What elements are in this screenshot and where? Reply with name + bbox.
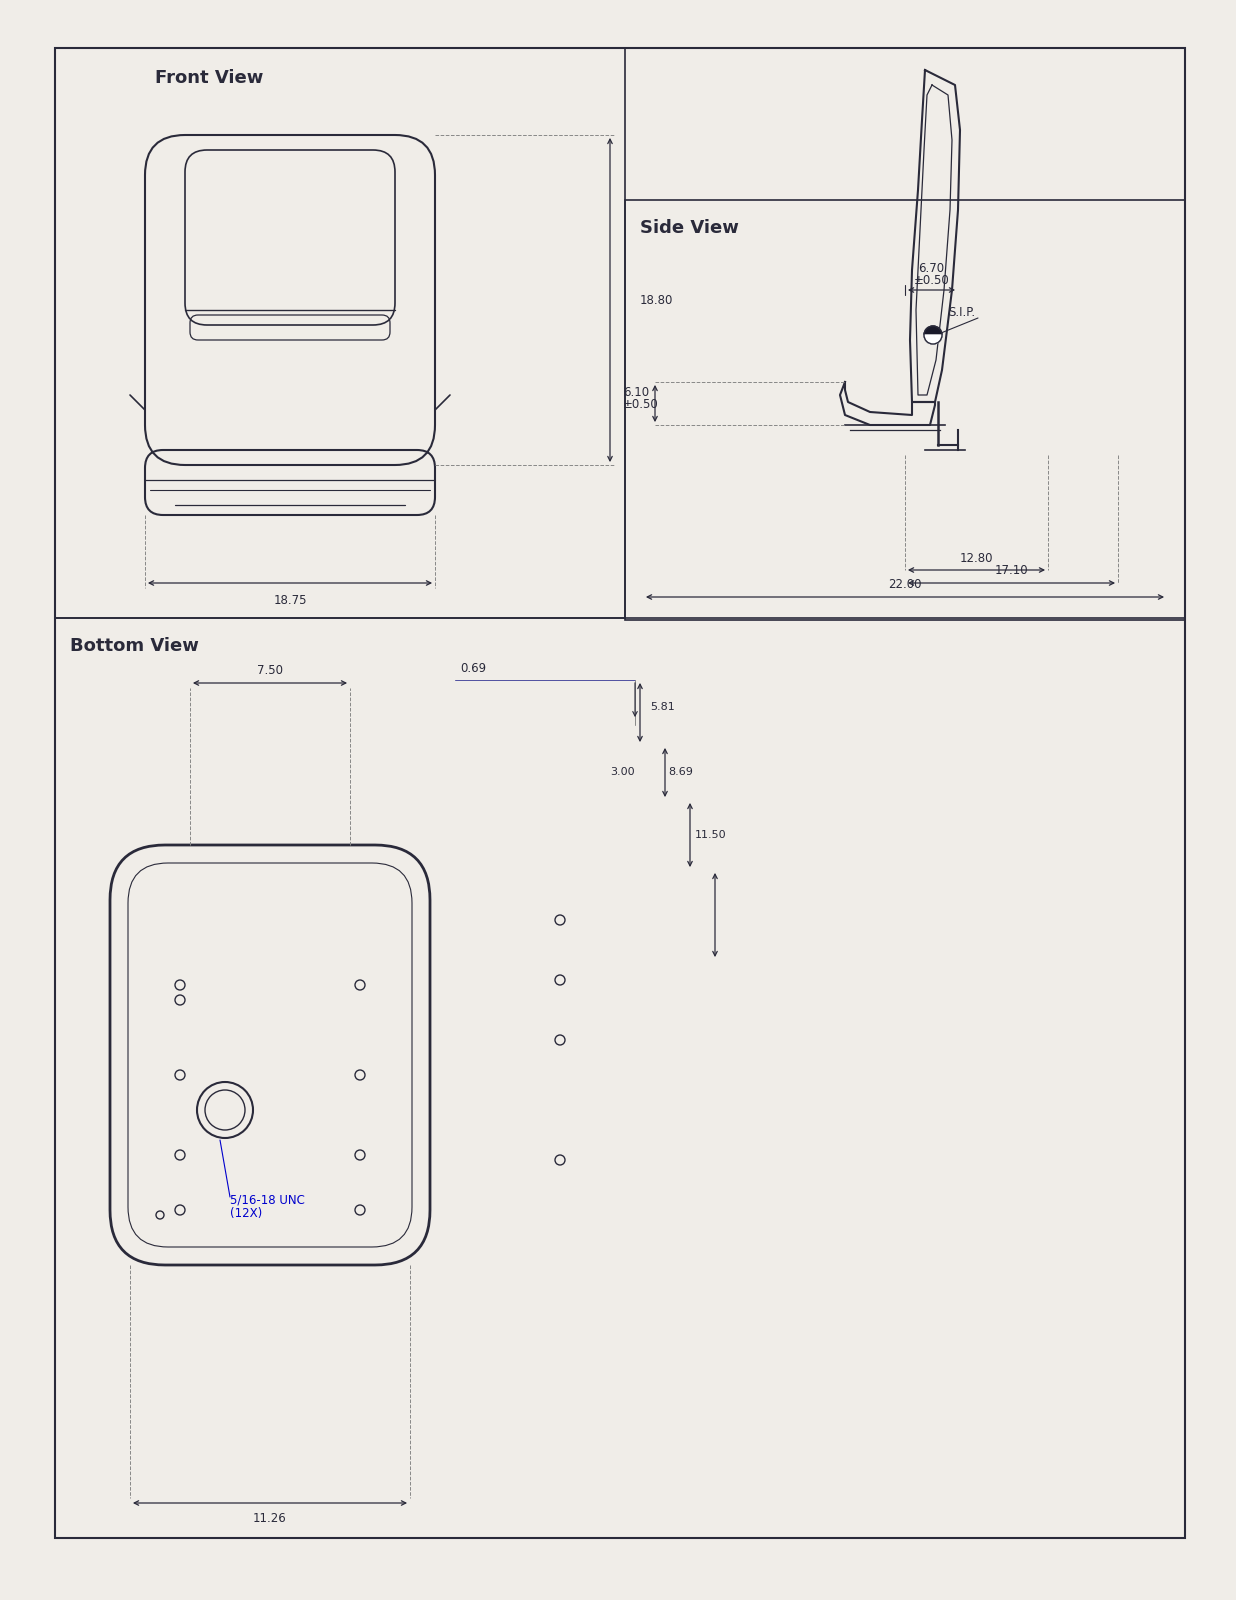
- Text: 18.75: 18.75: [273, 595, 307, 608]
- Text: S.I.P.: S.I.P.: [948, 306, 975, 318]
- Wedge shape: [925, 334, 942, 344]
- Text: 3.00: 3.00: [611, 766, 635, 778]
- Bar: [54, 48, 625, 618]
- Bar: [625, 200, 1185, 619]
- Text: 7.50: 7.50: [257, 664, 283, 677]
- Text: 5.81: 5.81: [650, 702, 675, 712]
- Text: 11.50: 11.50: [695, 830, 727, 840]
- Text: Side View: Side View: [640, 219, 739, 237]
- Text: ±0.50: ±0.50: [913, 274, 949, 286]
- Text: 22.00: 22.00: [889, 579, 922, 592]
- Bar: [54, 618, 1185, 1538]
- Text: 6.70: 6.70: [918, 261, 944, 275]
- Text: 6.10: 6.10: [623, 386, 649, 398]
- Text: 8.69: 8.69: [667, 766, 693, 778]
- Text: 18.80: 18.80: [640, 293, 674, 307]
- Text: 12.80: 12.80: [959, 552, 994, 565]
- Text: 17.10: 17.10: [995, 565, 1028, 578]
- Text: Bottom View: Bottom View: [70, 637, 199, 654]
- Text: (12X): (12X): [230, 1206, 262, 1219]
- Circle shape: [925, 326, 942, 344]
- Text: 11.26: 11.26: [253, 1512, 287, 1525]
- Text: 5/16-18 UNC: 5/16-18 UNC: [230, 1194, 305, 1206]
- Text: ±0.50: ±0.50: [623, 397, 659, 411]
- Text: Front View: Front View: [154, 69, 263, 86]
- Text: 0.69: 0.69: [460, 661, 486, 675]
